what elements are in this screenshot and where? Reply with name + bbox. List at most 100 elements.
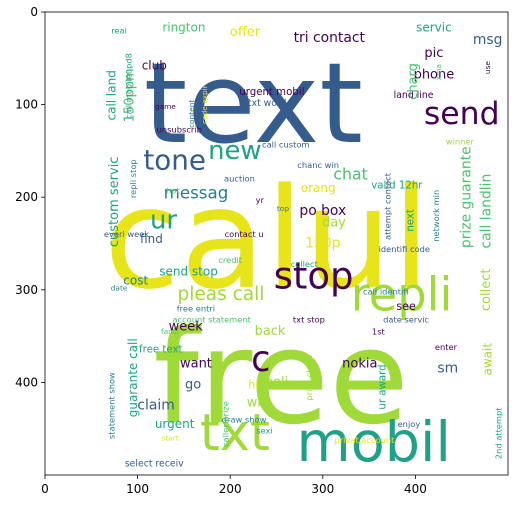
word-55: credit (218, 255, 242, 265)
word-80: call mobileupd8 (123, 53, 133, 119)
word-41: see (396, 300, 416, 313)
word-37: club (142, 59, 167, 73)
word-1: free (153, 302, 409, 453)
word-42: free text (139, 344, 182, 355)
word-92: xma (434, 64, 443, 80)
word-28: nokia (342, 356, 377, 371)
word-59: date (111, 283, 128, 292)
word-2: text (144, 40, 363, 169)
word-35: offer (230, 25, 261, 40)
word-48: unsubscrib (157, 125, 202, 135)
word-7: send (424, 96, 500, 132)
word-52: top (277, 204, 289, 213)
word-49: auction (224, 174, 255, 184)
word-56: collect (291, 259, 319, 269)
word-93: use (483, 61, 492, 75)
x-tick-label: 0 (41, 482, 49, 496)
word-32: phone (414, 67, 455, 82)
word-73: real (111, 26, 127, 36)
word-66: enter (435, 342, 458, 352)
word-70: privat account (335, 435, 396, 445)
word-83: code expir (200, 84, 209, 124)
word-4: txt (200, 404, 270, 463)
word-11: c (251, 339, 270, 380)
x-tick-label: 400 (404, 482, 427, 496)
word-38: find (140, 232, 163, 246)
word-58: call identifi (363, 287, 409, 297)
word-29: sm (437, 361, 458, 377)
word-54: everi week (104, 229, 149, 239)
word-0: calul (104, 158, 431, 320)
word-31: orang (301, 181, 336, 195)
word-8: tone (143, 144, 206, 177)
word-30: day (322, 216, 346, 231)
word-46: chanc win (297, 160, 339, 170)
y-tick-label: 400 (15, 375, 38, 389)
word-36: rington (162, 21, 205, 35)
word-60: free entri (177, 303, 215, 313)
word-34: servic (416, 21, 452, 35)
plot-area (44, 11, 509, 476)
y-tick-label: 0 (30, 5, 38, 19)
word-61: account statement (172, 314, 251, 324)
word-69: enjoy (398, 419, 421, 429)
word-84: charg (406, 63, 421, 100)
word-6: stop (274, 254, 354, 297)
word-39: send stop (159, 264, 218, 278)
y-tick-label: 300 (15, 283, 38, 297)
word-18: msg (473, 32, 503, 48)
word-33: pic (424, 46, 443, 61)
word-24: back (255, 324, 286, 339)
word-27: win (247, 395, 269, 410)
word-13: messag (164, 183, 229, 203)
word-86: call landlin (479, 174, 495, 249)
x-tick-label: 100 (126, 482, 149, 496)
word-15: po box (299, 203, 346, 219)
x-tick-label: 200 (219, 482, 242, 496)
word-74: game (155, 102, 176, 111)
word-82: content (187, 100, 196, 128)
word-72: select receiv (125, 458, 184, 469)
word-9: new (208, 136, 262, 166)
word-90: network min (431, 190, 441, 242)
word-87: collect (479, 269, 494, 312)
word-75: winner (446, 137, 475, 147)
word-22: want (180, 356, 212, 371)
word-71: start (161, 433, 178, 442)
word-88: await (481, 343, 495, 376)
word-14: chat (333, 165, 367, 184)
word-97: prize claim (304, 355, 314, 400)
word-26: hi (248, 379, 258, 392)
word-20: urgent (155, 417, 195, 431)
word-25: poli (265, 375, 288, 390)
word-81: repli stop (128, 159, 138, 198)
word-5: repli (351, 267, 453, 321)
word-99: 2nd attempt (494, 407, 504, 459)
word-89: attempt contact (383, 172, 393, 240)
word-77: custom servic (107, 157, 122, 248)
word-95: statement show (107, 372, 117, 439)
word-64: date servic (383, 314, 429, 324)
word-10: ur (150, 205, 177, 235)
word-78: call land (105, 70, 119, 120)
word-19: claim (137, 398, 174, 414)
word-16: 150p (305, 236, 341, 252)
y-tick-label: 100 (15, 98, 38, 112)
word-79: 150ppm (123, 68, 138, 122)
word-67: draw show (222, 414, 267, 424)
word-3: mobil (297, 410, 451, 475)
x-tick-label: 300 (311, 482, 334, 496)
word-12: pleas call (177, 284, 264, 305)
y-tick-label: 200 (15, 190, 38, 204)
word-45: call custom (262, 139, 309, 149)
word-98: ur award (377, 364, 388, 409)
word-94: guarante call (126, 338, 140, 417)
word-96: caller prize (221, 401, 231, 447)
word-23: go (185, 378, 201, 393)
word-57: identifi code (379, 244, 430, 254)
word-65: 1st (372, 326, 386, 336)
word-21: week (169, 319, 204, 334)
word-76: land line (394, 90, 434, 101)
word-62: txt stop (293, 314, 325, 324)
